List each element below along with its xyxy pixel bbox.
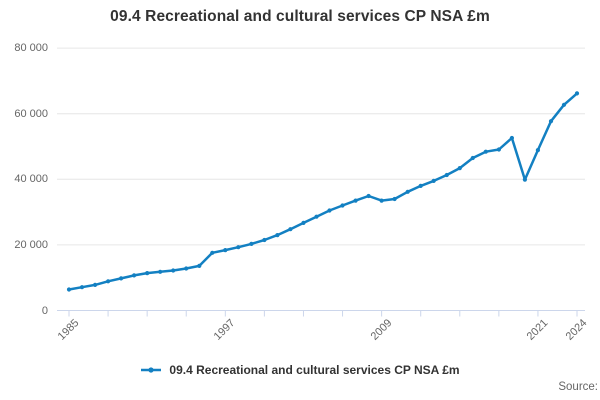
source-note: Source: [558, 381, 598, 393]
data-point[interactable] [197, 263, 202, 268]
data-point[interactable] [132, 273, 137, 278]
series-line[interactable] [67, 92, 579, 291]
data-point[interactable] [145, 271, 150, 276]
data-point[interactable] [405, 189, 410, 194]
y-axis-tick-label: 40 000 [14, 173, 48, 186]
data-point[interactable] [561, 102, 567, 107]
chart-title: 09.4 Recreational and cultural services … [110, 8, 490, 25]
data-point[interactable] [509, 135, 514, 141]
data-point[interactable] [353, 198, 358, 203]
data-point[interactable] [431, 178, 436, 183]
data-point[interactable] [496, 147, 501, 152]
data-point[interactable] [249, 241, 254, 246]
y-axis-tick-label: 0 [41, 304, 48, 317]
data-point[interactable] [366, 193, 371, 199]
data-point[interactable] [548, 119, 554, 124]
y-axis-tick-label: 60 000 [14, 107, 48, 120]
data-point[interactable] [236, 245, 241, 250]
legend-label: 09.4 Recreational and cultural services … [169, 363, 460, 377]
data-point[interactable] [379, 198, 384, 203]
data-point[interactable] [79, 285, 85, 290]
data-point[interactable] [171, 268, 176, 273]
data-point[interactable] [158, 269, 163, 274]
data-point[interactable] [327, 208, 332, 213]
data-point[interactable] [262, 237, 267, 243]
data-point[interactable] [301, 220, 306, 225]
legend[interactable]: 09.4 Recreational and cultural services … [0, 363, 600, 377]
data-point[interactable] [275, 233, 280, 238]
data-point[interactable] [470, 155, 475, 161]
data-point[interactable] [93, 282, 98, 287]
data-point[interactable] [184, 266, 189, 271]
data-point[interactable] [535, 148, 541, 153]
data-point[interactable] [522, 177, 528, 182]
data-point[interactable] [392, 196, 397, 202]
data-point[interactable] [288, 227, 293, 232]
data-point[interactable] [223, 248, 228, 253]
data-point[interactable] [418, 183, 423, 188]
data-point[interactable] [457, 166, 462, 171]
legend-series-marker-icon [141, 367, 162, 373]
data-point[interactable] [119, 276, 124, 281]
data-point[interactable] [574, 91, 580, 96]
y-axis-tick-label: 80 000 [14, 42, 48, 55]
data-point[interactable] [444, 172, 449, 178]
data-point[interactable] [210, 250, 215, 255]
data-point[interactable] [314, 214, 319, 219]
data-point[interactable] [483, 149, 488, 154]
data-point[interactable] [106, 279, 111, 284]
y-axis-tick-label: 20 000 [14, 238, 48, 251]
data-point[interactable] [66, 287, 72, 292]
data-point[interactable] [340, 203, 345, 208]
